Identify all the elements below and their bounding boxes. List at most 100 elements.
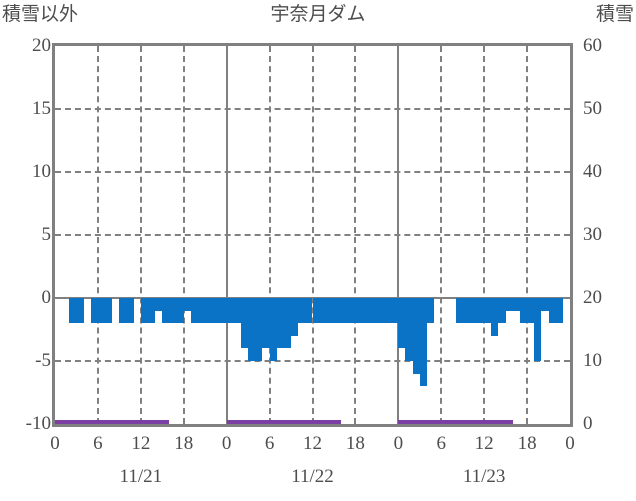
x-axis-tick-label: 0 — [221, 433, 232, 454]
bar — [534, 298, 542, 361]
y-axis-left-tick-label: 15 — [32, 98, 51, 119]
right-axis-title: 積雪 — [595, 3, 634, 25]
bar — [412, 298, 420, 374]
bar — [176, 298, 184, 324]
gridline-vertical — [354, 46, 357, 424]
x-axis-day-label: 11/21 — [119, 466, 163, 487]
bar — [147, 298, 156, 324]
bar — [76, 298, 84, 324]
bar — [498, 298, 506, 324]
bar — [405, 298, 413, 361]
gridline-vertical — [311, 46, 314, 424]
bar — [341, 298, 349, 324]
bar — [190, 298, 199, 324]
bar — [391, 298, 399, 324]
x-axis-tick-label: 0 — [50, 433, 60, 454]
gridline-vertical — [268, 46, 271, 424]
bar — [319, 298, 327, 324]
bar — [205, 298, 213, 324]
y-axis-right-tick-label: 30 — [583, 224, 602, 245]
bar — [240, 298, 249, 349]
bar — [512, 298, 520, 311]
bar — [155, 298, 163, 311]
x-axis-tick-label: 18 — [174, 433, 194, 454]
x-axis-tick-label: 18 — [517, 433, 537, 454]
bar — [455, 298, 463, 324]
chart-title: 宇奈月ダム — [270, 3, 366, 25]
bar — [212, 298, 220, 324]
x-axis-tick-label: 6 — [436, 433, 447, 454]
bar — [469, 298, 477, 324]
y-axis-right-tick-label: 10 — [583, 350, 602, 371]
x-axis-tick-label: 0 — [393, 433, 404, 454]
bar — [255, 298, 263, 361]
gridline-vertical — [483, 46, 486, 424]
y-axis-left-tick-label: -5 — [35, 350, 51, 371]
bar — [283, 298, 292, 349]
y-axis-left-tick-label: 20 — [32, 35, 51, 56]
bar — [305, 298, 313, 324]
bar — [348, 298, 356, 324]
snow-depth-line-segment — [55, 420, 170, 424]
bar — [105, 298, 113, 324]
y-axis-right-tick-label: 0 — [583, 413, 593, 434]
gridline-vertical — [96, 46, 99, 424]
bar — [312, 298, 320, 324]
bar — [419, 298, 427, 387]
y-axis-left-tick-label: 5 — [41, 224, 52, 245]
bar — [248, 298, 256, 361]
bar — [369, 298, 377, 324]
x-axis-day-label: 11/22 — [291, 466, 334, 487]
gridline-vertical — [139, 46, 142, 424]
gridline-vertical — [182, 46, 185, 424]
x-axis-tick-label: 0 — [565, 433, 575, 454]
x-axis-tick-label: 18 — [345, 433, 365, 454]
bar — [119, 298, 127, 324]
x-axis-day-label: 11/23 — [462, 466, 506, 487]
y-axis-right-tick-label: 20 — [583, 287, 602, 308]
y-axis-right-tick-label: 40 — [583, 161, 602, 182]
bar — [226, 298, 234, 324]
bar — [219, 298, 227, 324]
bar-series-precipitation — [55, 46, 570, 424]
bar — [527, 298, 535, 324]
bar — [355, 298, 363, 324]
bar — [126, 298, 134, 324]
bar — [298, 298, 306, 324]
y-axis-right-tick-label: 50 — [583, 98, 602, 119]
bar — [519, 298, 528, 324]
x-axis-tick-label: 6 — [264, 433, 275, 454]
bar — [291, 298, 299, 336]
bar — [97, 298, 106, 324]
bar — [276, 298, 284, 349]
bar — [90, 298, 98, 324]
bar — [162, 298, 170, 324]
y-axis-left-tick-label: -10 — [25, 413, 51, 434]
y-axis-left-tick-label: 0 — [41, 287, 52, 308]
gridline-vertical — [526, 46, 529, 424]
bar — [376, 298, 385, 324]
x-axis-tick-label: 6 — [93, 433, 103, 454]
bar — [183, 298, 191, 311]
gridline-vertical — [440, 46, 443, 424]
bar — [491, 298, 499, 336]
bar — [505, 298, 513, 311]
bar — [426, 298, 435, 324]
gridline-vertical — [225, 46, 228, 424]
bar — [384, 298, 392, 324]
y-axis-left-tick-label: 10 — [32, 161, 51, 182]
left-axis-title: 積雪以外 — [2, 3, 79, 25]
x-axis-tick-label: 12 — [131, 433, 151, 454]
bar — [398, 298, 406, 349]
bar — [541, 298, 549, 311]
bar — [169, 298, 177, 324]
gridline-vertical — [397, 46, 400, 424]
bar — [198, 298, 206, 324]
bar — [262, 298, 270, 349]
bar — [140, 298, 148, 324]
plot-area — [52, 43, 573, 427]
bar — [269, 298, 277, 361]
bar — [333, 298, 342, 324]
snow-depth-line-segment — [398, 420, 513, 424]
